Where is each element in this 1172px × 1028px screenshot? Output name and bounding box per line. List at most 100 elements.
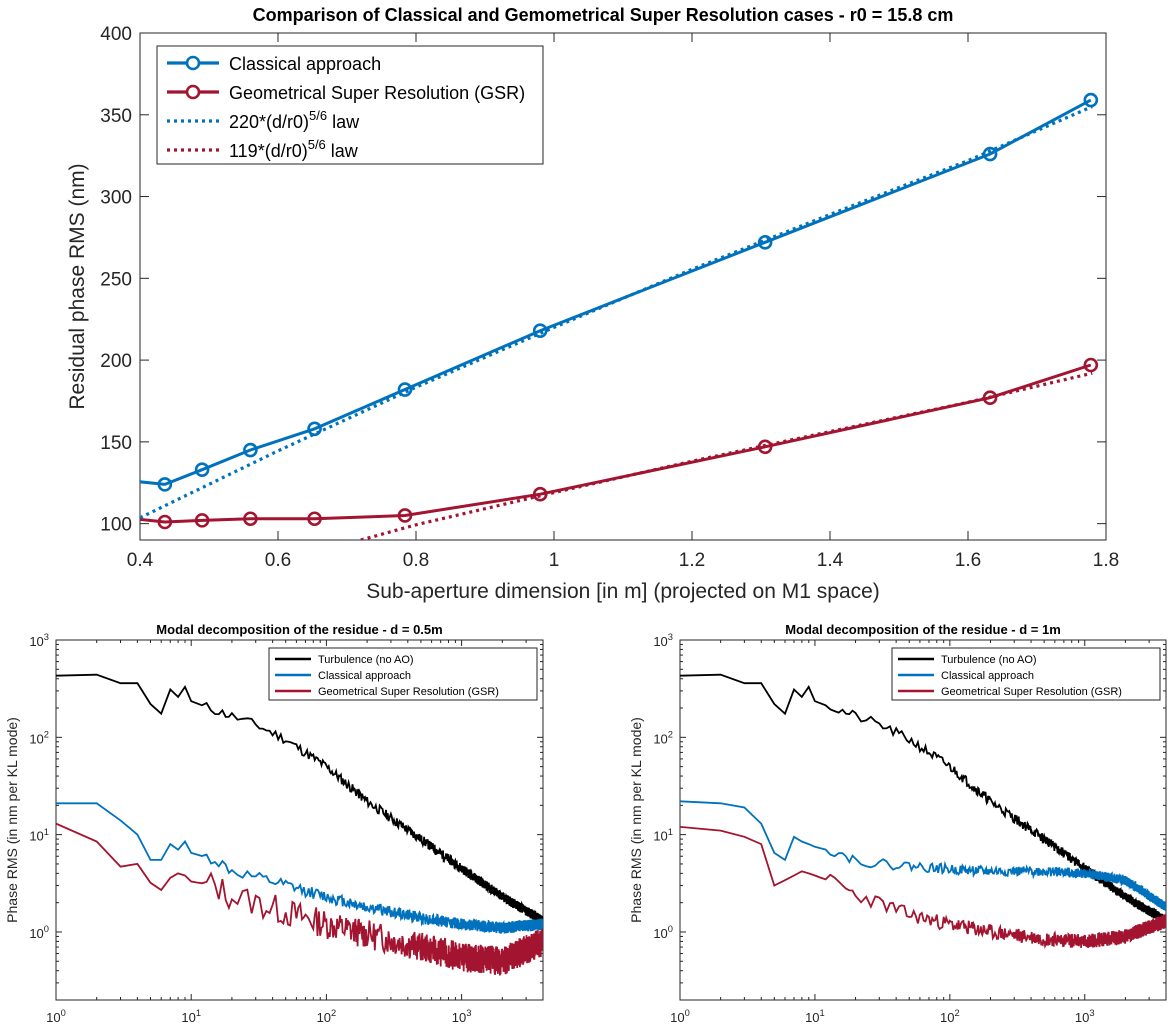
modal-x-tick-label: 103 <box>1075 1008 1095 1025</box>
modal-y-tick-label-exp: 3 <box>44 632 49 642</box>
modal-x-tick-label-base: 10 <box>452 1010 466 1025</box>
main-data-point <box>243 442 258 458</box>
legend-label-base: 220*(d/r0) <box>229 112 309 132</box>
modal-y-tick-label: 101 <box>653 827 673 844</box>
main-y-tick-label: 300 <box>100 188 132 209</box>
main-chart: Comparison of Classical and Gemometrical… <box>66 5 1119 603</box>
main-x-tick-label: 1.6 <box>955 550 981 571</box>
modal-x-tick-label-exp: 0 <box>61 1008 66 1018</box>
modal-x-tick-label-base: 10 <box>46 1010 60 1025</box>
main-chart-title: Comparison of Classical and Gemometrical… <box>253 5 954 25</box>
legend-label-base: 119*(d/r0) <box>229 141 308 161</box>
modal-y-tick-label-base: 10 <box>29 634 43 649</box>
modal-chart-title: Modal decomposition of the residue - d =… <box>785 622 1061 637</box>
modal-x-tick-label: 100 <box>670 1008 690 1025</box>
modal-series-line-1 <box>680 800 1166 911</box>
main-x-tick-label: 1.2 <box>679 550 705 571</box>
main-legend-label-2: 220*(d/r0)5/6 law <box>229 108 360 132</box>
modal-x-tick-label-exp: 1 <box>196 1008 201 1018</box>
main-y-tick-label: 200 <box>100 351 132 372</box>
main-legend-marker-1 <box>185 84 201 100</box>
modal-chart-1: Modal decomposition of the residue - d =… <box>4 622 544 1025</box>
main-y-axis-label: Residual phase RMS (nm) <box>66 163 89 409</box>
modal-legend-label-0: Turbulence (no AO) <box>318 654 414 666</box>
modal-series-line-0 <box>56 673 543 927</box>
modal-x-tick-label-base: 10 <box>317 1010 331 1025</box>
modal-y-tick-label-base: 10 <box>29 829 43 844</box>
modal-y-tick-label-exp: 3 <box>668 632 673 642</box>
modal-x-tick-label-base: 10 <box>181 1010 195 1025</box>
legend-label-tail: law <box>326 141 359 161</box>
modal-y-tick-label: 102 <box>653 729 673 746</box>
main-series-line-3 <box>360 371 1093 540</box>
main-data-point <box>532 323 548 338</box>
modal-x-tick-label: 100 <box>46 1008 66 1025</box>
main-series-line-0 <box>140 98 1092 486</box>
modal-y-tick-label-base: 10 <box>653 731 667 746</box>
modal-x-tick-label-base: 10 <box>670 1010 684 1025</box>
main-x-tick-label: 1.4 <box>817 550 844 571</box>
modal-y-tick-label-base: 10 <box>29 731 43 746</box>
main-y-tick-label: 150 <box>100 433 132 454</box>
modal-y-tick-label-exp: 0 <box>44 924 49 934</box>
modal-legend-label-0: Turbulence (no AO) <box>941 654 1037 666</box>
modal-y-tick-label-exp: 2 <box>44 729 49 739</box>
modal-y-tick-label: 103 <box>653 632 673 649</box>
main-legend-label-3: 119*(d/r0)5/6 law <box>229 137 359 161</box>
main-x-tick-label: 1.8 <box>1093 550 1119 571</box>
modal-series-line-1 <box>56 802 543 934</box>
modal-legend-label-1: Classical approach <box>318 670 411 682</box>
modal-y-tick-label: 102 <box>29 729 49 746</box>
modal-y-axis-label: Phase RMS (in nm per KL mode) <box>4 717 20 923</box>
modal-x-tick-label-exp: 2 <box>954 1008 959 1018</box>
modal-x-tick-label: 102 <box>940 1008 960 1025</box>
modal-y-tick-label: 100 <box>29 924 49 941</box>
modal-y-tick-label: 101 <box>29 827 49 844</box>
main-data-point <box>194 513 210 528</box>
modal-x-tick-label-base: 10 <box>805 1010 819 1025</box>
modal-legend-box <box>891 647 1161 701</box>
legend-label-tail: law <box>327 112 360 132</box>
modal-series-group <box>56 673 543 976</box>
modal-legend-label-1: Classical approach <box>941 670 1034 682</box>
main-series-line-2 <box>140 105 1093 520</box>
main-series-group <box>140 92 1099 540</box>
modal-x-tick-label-base: 10 <box>1075 1010 1089 1025</box>
main-y-tick-label: 400 <box>100 24 132 45</box>
modal-y-tick-label-base: 10 <box>653 926 667 941</box>
main-data-point <box>307 511 322 527</box>
modal-x-tick-label-exp: 0 <box>685 1008 690 1018</box>
main-y-tick-label: 250 <box>100 269 132 290</box>
modal-x-tick-label: 103 <box>452 1008 472 1025</box>
modal-y-tick-label-base: 10 <box>29 926 43 941</box>
modal-x-tick-label-base: 10 <box>940 1010 954 1025</box>
main-data-point <box>757 439 773 455</box>
modal-y-tick-label-base: 10 <box>653 829 667 844</box>
main-legend-label-1: Geometrical Super Resolution (GSR) <box>229 83 525 103</box>
main-x-tick-label: 0.8 <box>403 550 429 571</box>
modal-chart-title: Modal decomposition of the residue - d =… <box>156 622 442 637</box>
modal-plot-box <box>679 639 1167 1001</box>
main-x-tick-label: 0.4 <box>127 550 154 571</box>
main-series-line-1 <box>140 363 1092 524</box>
main-y-tick-label: 350 <box>100 106 132 127</box>
main-data-point <box>757 235 773 250</box>
main-y-tick-label: 100 <box>100 515 132 536</box>
main-data-point <box>307 421 322 437</box>
modal-x-tick-label-exp: 3 <box>1089 1008 1094 1018</box>
main-data-point <box>1083 357 1099 373</box>
modal-y-tick-label-exp: 2 <box>668 729 673 739</box>
main-data-point <box>397 382 413 397</box>
modal-x-tick-label: 102 <box>317 1008 337 1025</box>
modal-y-tick-label-exp: 1 <box>44 827 49 837</box>
legend-label-sup: 5/6 <box>308 137 326 152</box>
modal-y-tick-label: 103 <box>29 632 49 649</box>
main-legend-box <box>156 45 544 165</box>
modal-x-tick-label-exp: 3 <box>466 1008 471 1018</box>
modal-x-tick-label: 101 <box>805 1008 825 1025</box>
modal-y-tick-label-exp: 0 <box>668 924 673 934</box>
modal-x-tick-label-exp: 1 <box>820 1008 825 1018</box>
legend-label-sup: 5/6 <box>309 108 327 123</box>
